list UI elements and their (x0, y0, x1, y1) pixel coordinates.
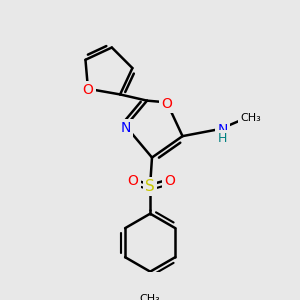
Text: O: O (128, 174, 138, 188)
Text: N: N (121, 121, 131, 135)
Text: S: S (145, 179, 155, 194)
Text: O: O (82, 83, 93, 97)
Text: O: O (164, 174, 175, 188)
Text: CH₃: CH₃ (240, 113, 261, 123)
Text: O: O (161, 97, 172, 111)
Text: N: N (217, 123, 228, 137)
Text: CH₃: CH₃ (140, 294, 160, 300)
Text: H: H (218, 132, 227, 145)
